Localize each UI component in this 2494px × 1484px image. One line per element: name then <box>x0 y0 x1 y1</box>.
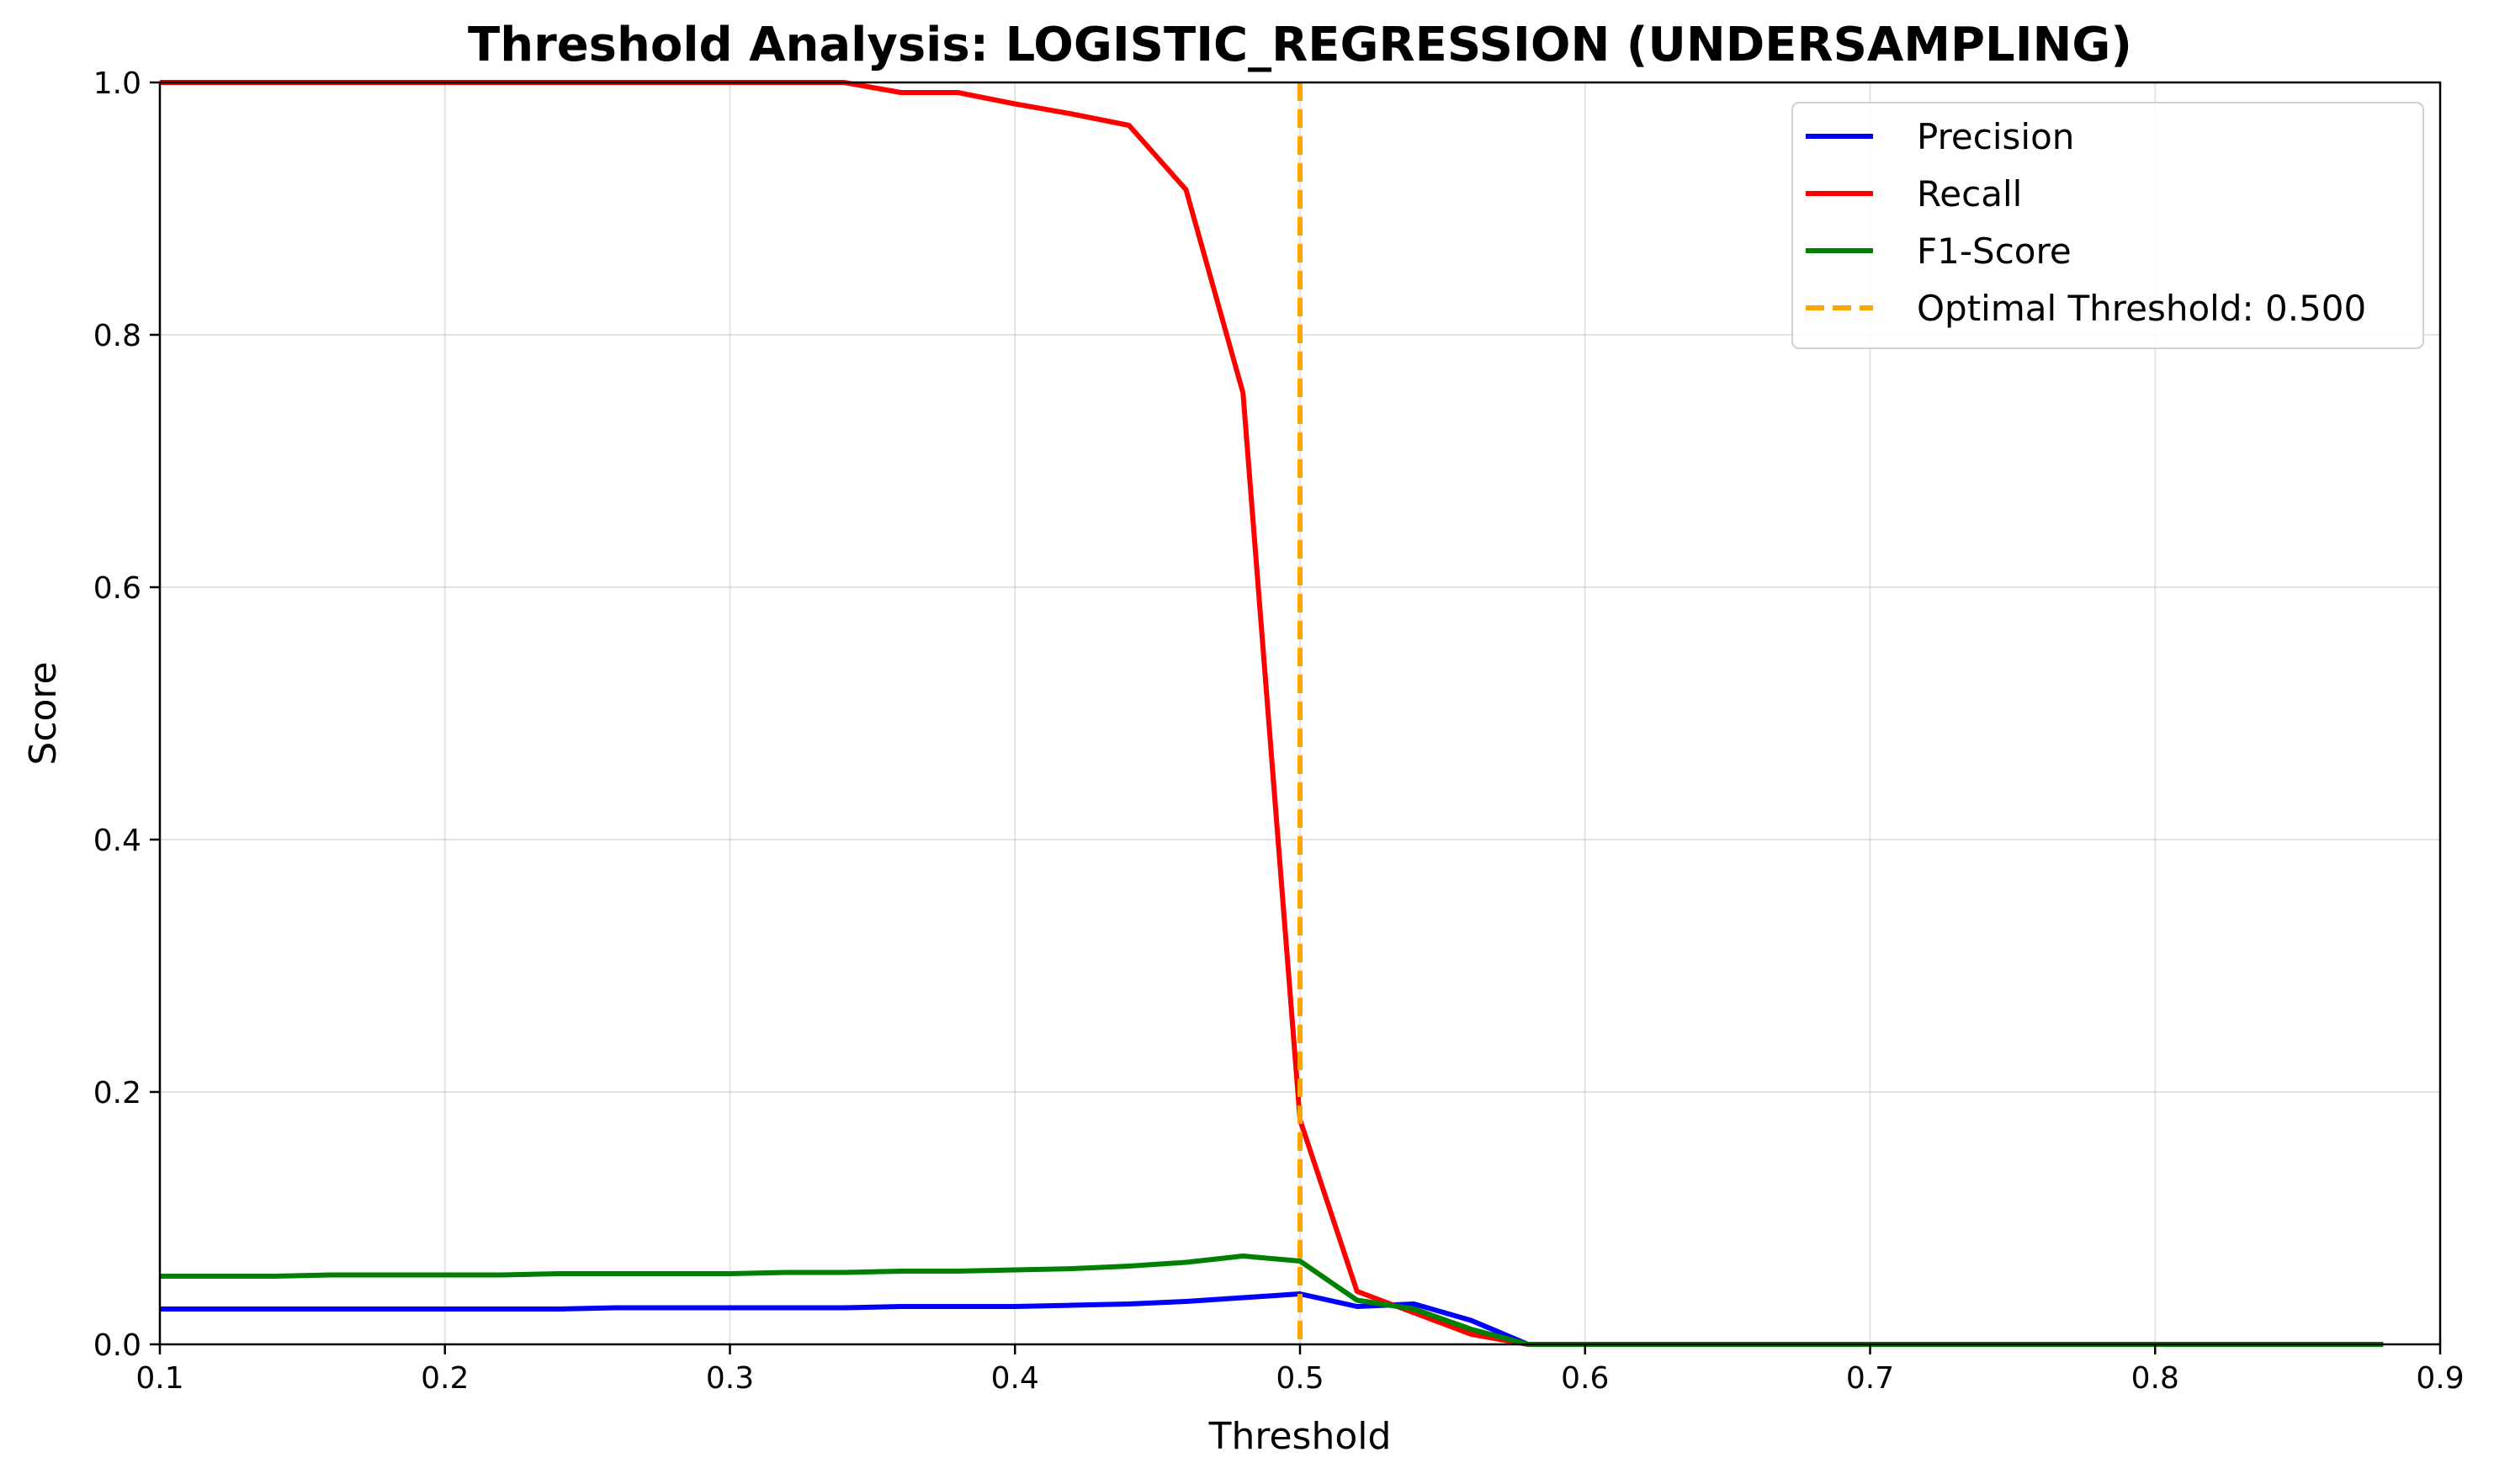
x-tick-label: 0.2 <box>421 1361 469 1396</box>
y-tick-label: 0.6 <box>93 571 141 606</box>
y-axis-label: Score <box>22 661 65 765</box>
series-line-f1-score <box>160 1253 2384 1347</box>
y-tick-label: 0.4 <box>93 824 141 858</box>
legend: Precision Recall F1-Score Optimal Threshold… <box>1791 102 2424 349</box>
series-line-precision <box>160 1291 2384 1347</box>
x-tick-label: 0.7 <box>1846 1361 1894 1396</box>
x-axis-label: Threshold <box>1208 1415 1392 1458</box>
legend-label: F1-Score <box>1917 231 2072 272</box>
y-axis-ticks: 0.0 0.2 0.4 0.6 0.8 1.0 <box>93 66 160 1363</box>
y-tick-label: 0.2 <box>93 1076 141 1110</box>
x-tick-label: 0.4 <box>991 1361 1039 1396</box>
x-tick-label: 0.5 <box>1276 1361 1324 1396</box>
legend-box <box>1791 102 2424 349</box>
x-tick-label: 0.8 <box>2131 1361 2179 1396</box>
y-tick-label: 0.8 <box>93 319 141 353</box>
chart-title: Threshold Analysis: LOGISTIC_REGRESSION … <box>468 18 2132 72</box>
x-tick-label: 0.6 <box>1561 1361 1609 1396</box>
y-tick-label: 1.0 <box>93 66 141 101</box>
x-tick-label: 0.3 <box>706 1361 754 1396</box>
x-axis-ticks: 0.1 0.2 0.3 0.4 0.5 0.6 0.7 0.8 0.9 <box>135 1344 2465 1396</box>
legend-label: Precision <box>1917 116 2074 157</box>
x-tick-label: 0.1 <box>135 1361 183 1396</box>
y-tick-label: 0.0 <box>93 1328 141 1363</box>
legend-label: Optimal Threshold: 0.500 <box>1917 288 2366 329</box>
x-tick-label: 0.9 <box>2416 1361 2464 1396</box>
legend-label: Recall <box>1917 173 2022 215</box>
